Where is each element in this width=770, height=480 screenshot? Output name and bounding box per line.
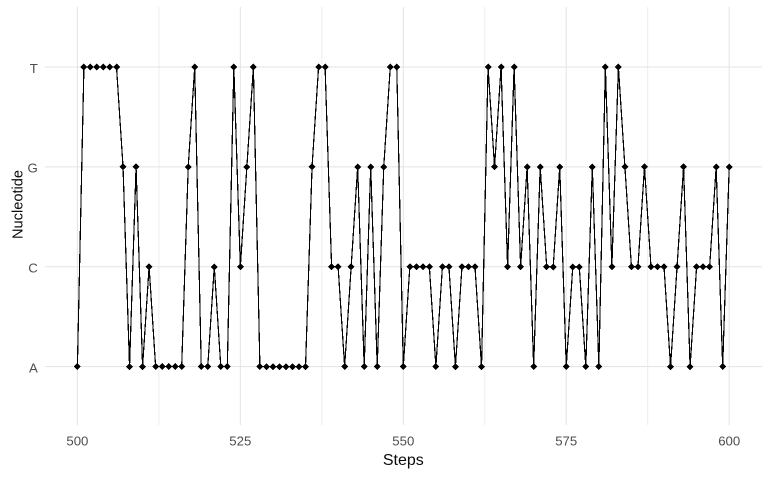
svg-text:575: 575 <box>555 433 577 448</box>
svg-text:Steps: Steps <box>383 452 424 469</box>
svg-text:500: 500 <box>66 433 88 448</box>
svg-text:A: A <box>29 360 38 375</box>
svg-text:Nucleotide: Nucleotide <box>11 170 27 239</box>
svg-text:525: 525 <box>229 433 251 448</box>
svg-text:T: T <box>30 61 38 76</box>
svg-text:C: C <box>28 261 38 276</box>
svg-text:600: 600 <box>718 433 740 448</box>
svg-text:550: 550 <box>392 433 414 448</box>
svg-text:G: G <box>28 161 38 176</box>
